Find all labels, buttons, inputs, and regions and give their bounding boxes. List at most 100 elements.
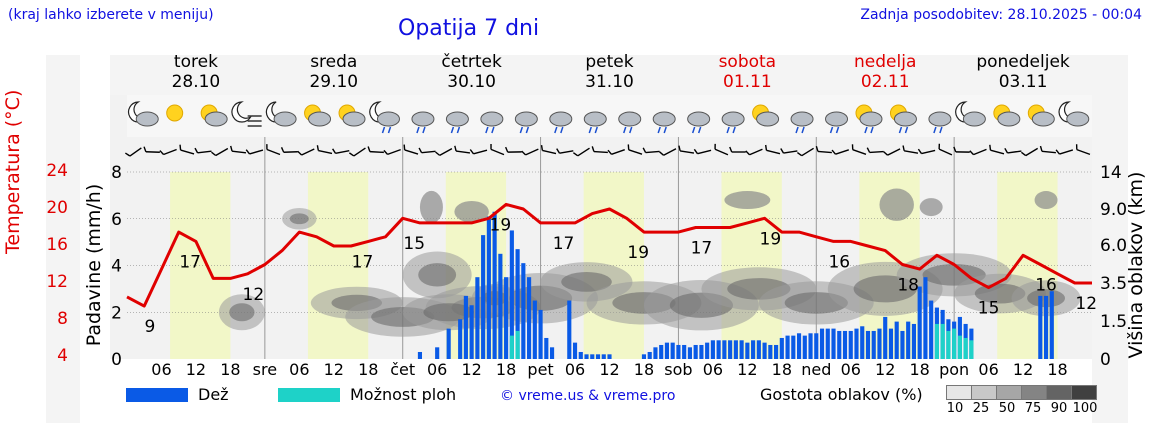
rain-bar [492,211,497,359]
cloud-shape [756,111,780,127]
wind-barb-tick [729,146,733,153]
wind-barb-tick [179,144,182,151]
rain-bar [544,337,549,359]
temperature-value-label: 15 [978,299,1000,319]
wind-barb-tick [348,152,355,157]
wind-barb-shaft [197,150,212,154]
rain-bar [498,253,503,359]
wind-barb-icon [194,147,212,154]
wind-barb-icon [815,146,832,154]
cloud-rain-icon [928,111,952,134]
day-label: torek 28.10 [136,52,256,92]
rain-drop [939,126,943,134]
day-date: 03.11 [998,72,1048,92]
legend-rain-label: Dež [198,385,229,404]
rain-drop [829,126,834,134]
rain-bar [842,330,848,359]
x-tick-label: 18 [1047,360,1067,379]
wind-barb-shaft [404,149,419,155]
left-axis-panel [46,55,80,423]
temperature-tick-label: 8 [57,309,68,329]
wind-barb-shaft [455,150,471,154]
location-hint: (kraj lahko izberete v meniju) [8,7,214,23]
temperature-tick-label: 12 [46,272,68,292]
wind-barb-icon [989,144,1005,155]
wind-barb-tick [591,146,595,152]
x-tick-label: 18 [220,360,240,379]
wind-barb-icon [953,146,970,153]
legend-cloud-label: Gostota oblakov (%) [760,385,923,404]
rain-bar [435,347,440,359]
rain-drop [629,126,633,134]
cloud-shape [859,111,883,127]
wind-barb-tick [1020,151,1027,157]
rain-drop [864,126,868,134]
cloud-scale-label: 100 [1072,401,1098,416]
wind-barb-shaft [231,150,247,154]
wind-barb-icon [418,147,436,154]
cloud-height-tick-label: 3.5 [1100,274,1127,294]
cloud-shape [687,111,711,127]
wind-barb-shaft [593,150,608,154]
shower-bar [957,335,962,359]
wind-barb-tick [521,150,527,156]
wind-barb-icon [556,148,574,154]
credit-link[interactable]: © vreme.us & vreme.pro [500,388,676,404]
rain-tick-label: 8 [111,163,122,183]
wind-barb-tick [454,145,457,152]
wind-barb-icon [435,147,453,157]
shower-bar [509,335,514,359]
wind-barb-shaft [335,149,350,155]
day-date: 02.11 [860,72,910,92]
x-tick-label: 18 [358,360,378,379]
moon-rain-icon [369,101,400,134]
cloud-blob-high [919,198,943,217]
rain-bar [521,263,526,359]
wind-barb-shaft [611,149,625,155]
wind-barb-tick [1039,145,1043,152]
x-tick-label: 06 [565,360,585,379]
rain-tick-label: 4 [111,257,122,277]
shower-bar [952,328,957,359]
rain-bar [527,277,532,359]
rain-bar [751,340,756,359]
rain-bar [722,340,727,359]
rain-bar [923,277,928,359]
cloud-rain-icon [721,111,745,134]
cloud-shape [273,111,297,127]
wind-barb-icon [607,149,625,155]
rain-bar [865,330,871,359]
temperature-tick-label: 4 [57,346,68,366]
rain-bar [584,354,589,359]
moon-fog-icon [231,101,262,127]
wind-barb-icon [729,146,746,153]
cloud-shape [790,111,814,127]
wind-barb-icon [383,148,401,156]
wind-barb-shaft [783,150,798,154]
rain-bar [906,321,911,359]
wind-barb-tick [642,147,647,153]
rain-bar [469,305,474,359]
cloud-blob-core [561,271,612,292]
wind-barb-icon [143,146,160,153]
rain-bar [641,354,647,359]
wind-barb-shaft [697,149,712,155]
rain-drop [835,126,840,134]
day-label: petek 31.10 [550,52,670,92]
rain-bar [1038,295,1043,359]
rain-bar [693,344,698,359]
rain-bar [814,333,819,359]
wind-barb-tick [1075,144,1078,150]
wind-barb-shaft [1076,148,1091,156]
rain-axis-label: Padavine (mm/h) [83,184,105,347]
rain-drop [422,126,426,134]
chart-title: Opatija 7 dni [398,16,540,41]
rain-drop [697,126,702,134]
wind-barb-tick [143,146,147,152]
wind-barb-icon [179,144,195,155]
wind-barb-tick [627,144,630,150]
wind-barb-tick [815,146,819,152]
rain-drop [594,126,598,134]
day-name: torek [173,52,218,72]
wind-barb-shaft [973,148,987,156]
